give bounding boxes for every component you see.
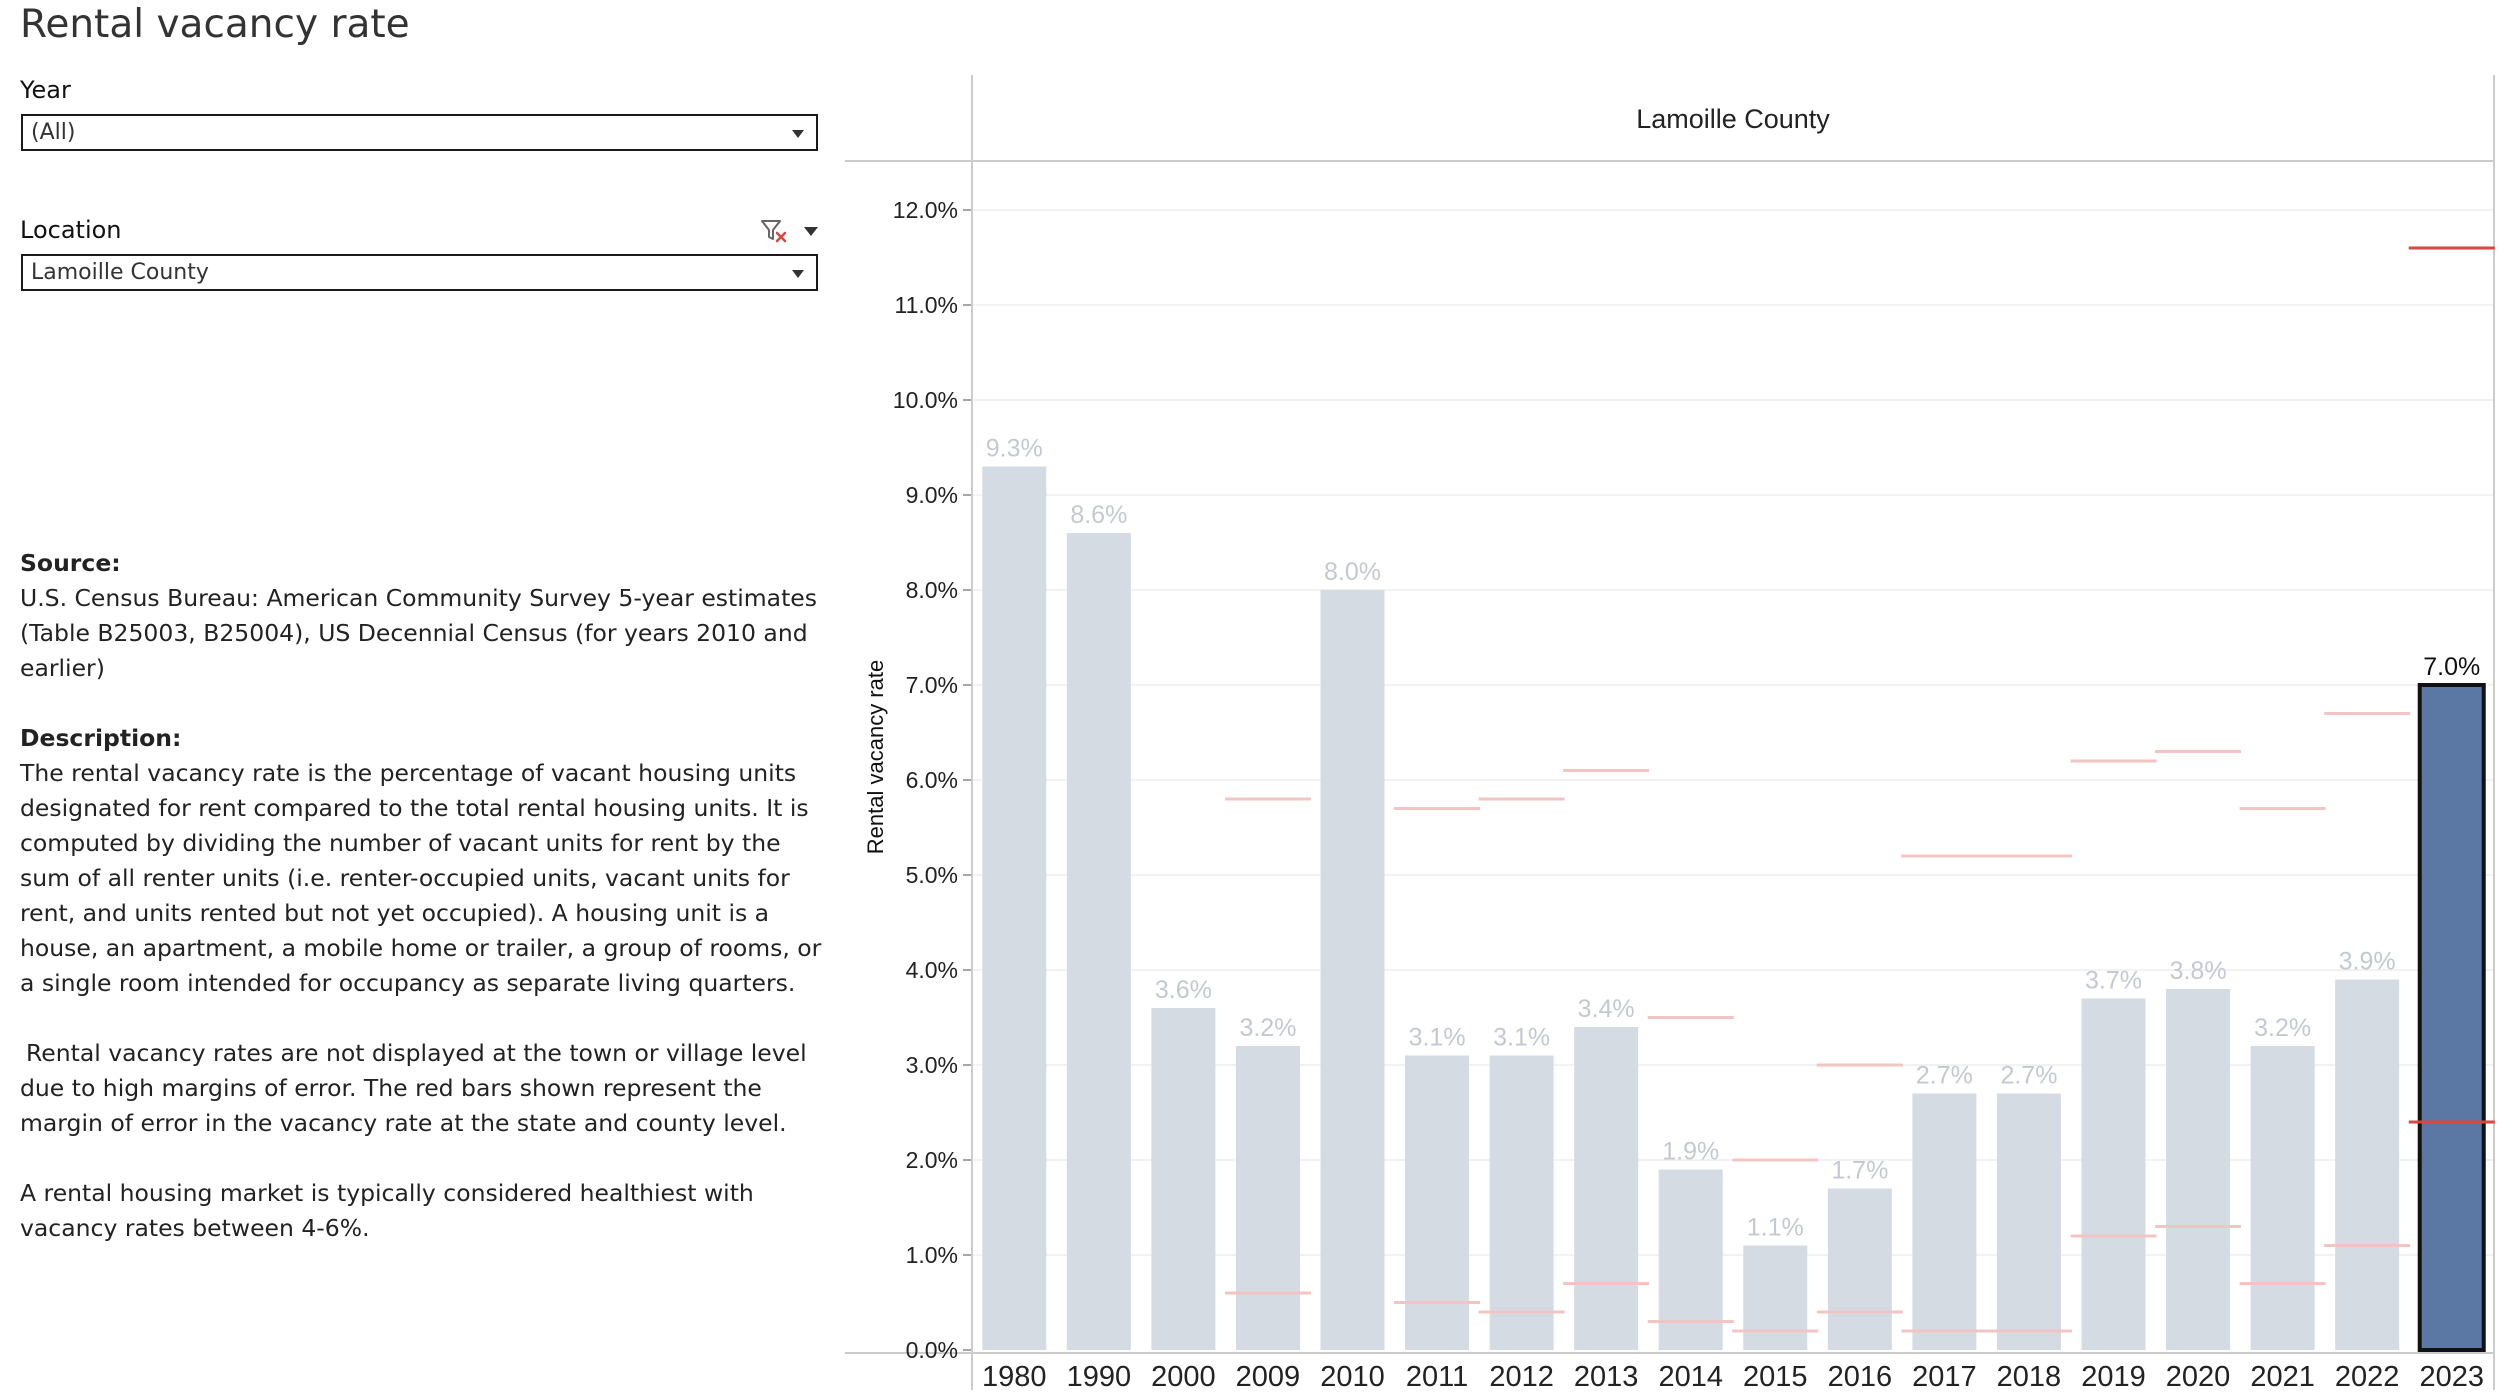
y-tick-label: 0.0% <box>906 1337 958 1363</box>
y-tick-label: 11.0% <box>894 292 958 318</box>
bar-2000 <box>1151 1008 1216 1350</box>
data-label-2021: 3.2% <box>2254 1014 2311 1042</box>
year-filter-label: Year <box>20 76 71 104</box>
x-tick-label-2009: 2009 <box>1236 1361 1301 1393</box>
x-tick-label-2011: 2011 <box>1406 1361 1468 1393</box>
x-tick-label-1990: 1990 <box>1067 1361 1132 1393</box>
source-note: Source: U.S. Census Bureau: American Com… <box>20 546 830 686</box>
x-tick-label-2000: 2000 <box>1151 1361 1216 1393</box>
year-select[interactable]: (All) <box>21 114 818 151</box>
page-title: Rental vacancy rate <box>20 2 410 47</box>
bar-2015 <box>1743 1245 1808 1350</box>
x-tick-label-2023: 2023 <box>2419 1361 2484 1393</box>
x-tick-label-2015: 2015 <box>1743 1361 1808 1393</box>
description-text: The rental vacancy rate is the percentag… <box>20 759 822 997</box>
x-tick-label-2017: 2017 <box>1912 1361 1977 1393</box>
data-labels: 9.3% 8.6% 3.6% 3.2% 8.0% 3.1% 3.1% 3.4% 1.9% 1.1%… <box>986 435 2480 1242</box>
chevron-down-icon <box>792 130 804 138</box>
data-label-2018: 2.7% <box>2000 1062 2057 1090</box>
chart-frame <box>845 75 2495 1390</box>
margin-note: Rental vacancy rates are not displayed a… <box>20 1039 807 1137</box>
bar-2014 <box>1658 1169 1723 1350</box>
y-tick-label: 4.0% <box>906 957 958 983</box>
bar-2021 <box>2250 1046 2315 1350</box>
data-label-1990: 8.6% <box>1070 501 1127 529</box>
bar-2018 <box>1996 1093 2061 1350</box>
data-label-2014: 1.9% <box>1662 1138 1719 1166</box>
data-label-2020: 3.8% <box>2170 957 2227 985</box>
data-label-2015: 1.1% <box>1747 1214 1804 1242</box>
x-tick-label-2010: 2010 <box>1320 1361 1385 1393</box>
data-label-2010: 8.0% <box>1324 558 1381 586</box>
y-tick-label: 1.0% <box>906 1242 958 1268</box>
location-select-value: Lamoille County <box>31 260 209 285</box>
y-tick-label: 2.0% <box>906 1147 958 1173</box>
x-tick-label-1980: 1980 <box>982 1361 1047 1393</box>
clear-filter-icon[interactable] <box>760 218 790 244</box>
x-tick-label-2016: 2016 <box>1828 1361 1893 1393</box>
data-label-2017: 2.7% <box>1916 1062 1973 1090</box>
margin-of-error-lines <box>1224 246 2495 1333</box>
source-text: U.S. Census Bureau: American Community S… <box>20 584 818 682</box>
bar-2019 <box>2081 998 2146 1350</box>
bar-2023 <box>2417 683 2486 1352</box>
bar-2013 <box>1574 1027 1639 1350</box>
bar-1990 <box>1066 533 1131 1350</box>
data-label-2016: 1.7% <box>1831 1157 1888 1185</box>
filter-menu-arrow-icon[interactable] <box>804 227 818 236</box>
y-tick-label: 12.0% <box>893 197 958 223</box>
bar-1980 <box>982 466 1047 1350</box>
data-label-2000: 3.6% <box>1155 976 1212 1004</box>
bar-2022 <box>2335 979 2400 1350</box>
data-label-2013: 3.4% <box>1578 995 1635 1023</box>
data-label-1980: 9.3% <box>986 435 1043 463</box>
gridlines <box>972 209 2494 1256</box>
location-select[interactable]: Lamoille County <box>21 254 818 291</box>
description-note: Description: The rental vacancy rate is … <box>20 721 830 1001</box>
data-label-2023: 7.0% <box>2423 653 2480 681</box>
bars <box>982 466 2486 1352</box>
x-axis-ticks: 1980 1990 2000 2009 2010 2011 2012 2013 2014 2015… <box>982 1361 2484 1393</box>
notes-panel: Source: U.S. Census Bureau: American Com… <box>20 546 830 1281</box>
data-label-2022: 3.9% <box>2339 948 2396 976</box>
chevron-down-icon <box>792 270 804 278</box>
data-label-2009: 3.2% <box>1239 1014 1296 1042</box>
x-tick-label-2018: 2018 <box>1997 1361 2062 1393</box>
y-axis-label: Rental vacancy rate <box>863 660 888 854</box>
data-label-2011: 3.1% <box>1409 1024 1466 1052</box>
y-tick-label: 3.0% <box>906 1052 958 1078</box>
data-label-2012: 3.1% <box>1493 1024 1550 1052</box>
x-tick-label-2021: 2021 <box>2250 1361 2315 1393</box>
y-tick-label: 5.0% <box>906 862 958 888</box>
y-tick-label: 9.0% <box>906 482 958 508</box>
y-axis-ticks: 0.0% 1.0% 2.0% 3.0% 4.0% 5.0% 6.0% 7.0% 8.0% 9.0%… <box>893 197 971 1363</box>
chart-title: Lamoille County <box>1636 104 1830 134</box>
x-tick-label-2019: 2019 <box>2081 1361 2146 1393</box>
y-tick-label: 7.0% <box>906 672 958 698</box>
x-tick-label-2022: 2022 <box>2335 1361 2400 1393</box>
year-select-value: (All) <box>31 120 76 145</box>
x-tick-label-2014: 2014 <box>1658 1361 1723 1393</box>
x-tick-label-2012: 2012 <box>1489 1361 1554 1393</box>
description-heading: Description: <box>20 724 182 752</box>
x-tick-label-2013: 2013 <box>1574 1361 1639 1393</box>
bar-2010 <box>1320 590 1385 1350</box>
location-filter-label: Location <box>20 216 122 244</box>
bar-2020 <box>2166 989 2231 1350</box>
location-filter-tools[interactable] <box>760 218 820 244</box>
bar-2017 <box>1912 1093 1977 1350</box>
y-tick-label: 6.0% <box>906 767 958 793</box>
bar-2009 <box>1235 1046 1300 1350</box>
bar-2012 <box>1489 1055 1554 1350</box>
source-heading: Source: <box>20 549 121 577</box>
bar-2011 <box>1405 1055 1470 1350</box>
healthy-note: A rental housing market is typically con… <box>20 1179 754 1242</box>
y-tick-label: 8.0% <box>906 577 958 603</box>
bar-2016 <box>1827 1188 1892 1350</box>
x-tick-label-2020: 2020 <box>2166 1361 2231 1393</box>
y-tick-label: 10.0% <box>893 387 958 413</box>
data-label-2019: 3.7% <box>2085 967 2142 995</box>
